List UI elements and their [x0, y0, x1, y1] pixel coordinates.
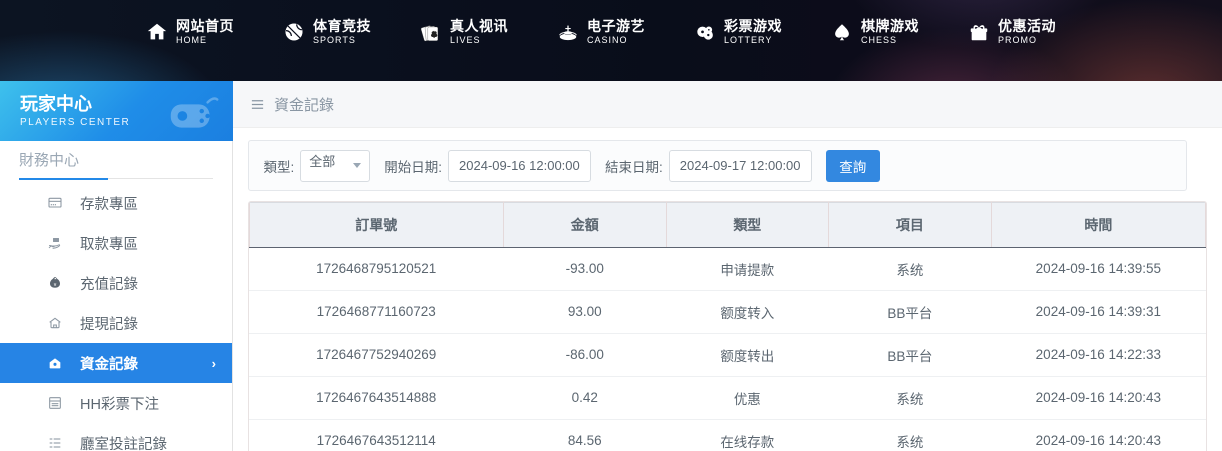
svg-text:¥: ¥ [54, 282, 57, 287]
